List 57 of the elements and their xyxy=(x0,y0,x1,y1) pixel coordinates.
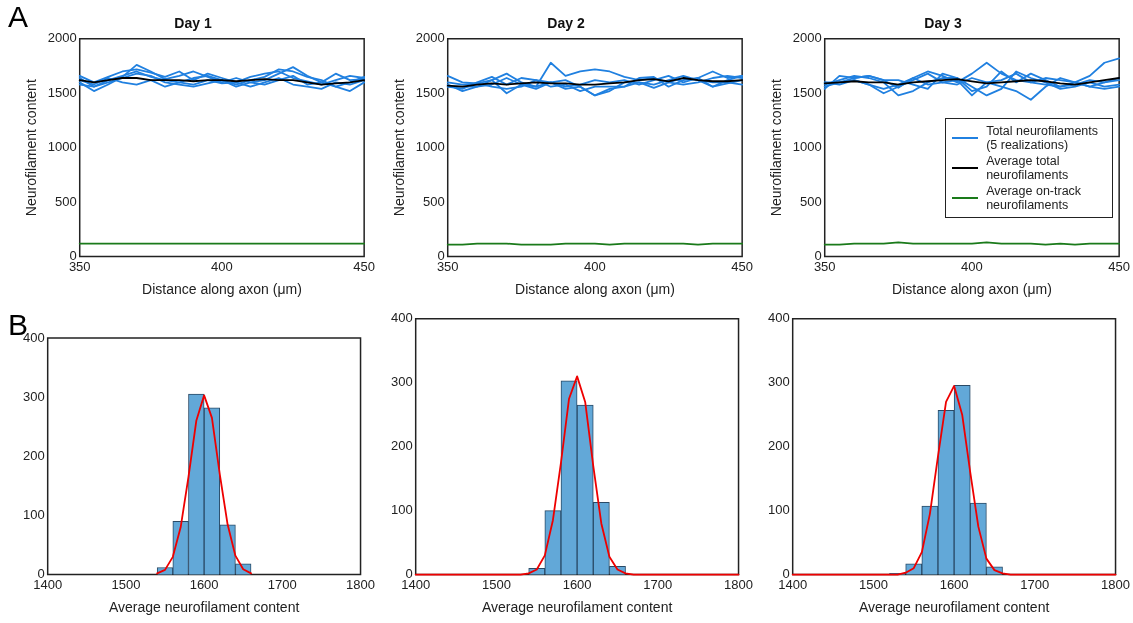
x-tick-label: 400 xyxy=(961,258,983,274)
x-tick-label: 1800 xyxy=(1101,576,1130,592)
y-tick-label: 1500 xyxy=(415,84,445,100)
x-axis-title: Average neurofilament content xyxy=(108,599,300,616)
text: A xyxy=(8,0,29,34)
y-tick-label: 100 xyxy=(767,502,790,518)
y-tick-label: 200 xyxy=(22,447,45,463)
y-tick-label: 1000 xyxy=(47,139,77,155)
x-tick-label: 450 xyxy=(1108,258,1131,274)
x-tick-label: 1800 xyxy=(724,576,753,592)
y-tick-label: 400 xyxy=(390,310,413,326)
y-tick-label: 200 xyxy=(767,438,790,454)
x-tick-label: 1500 xyxy=(858,576,888,592)
x-tick-label: 1500 xyxy=(111,576,141,592)
x-tick-label: 1600 xyxy=(939,576,969,592)
x-axis-title: Distance along axon (μm) xyxy=(892,281,1052,298)
x-tick-label: 1500 xyxy=(481,576,511,592)
x-tick-label: 1700 xyxy=(643,576,673,592)
y-tick-label: 1500 xyxy=(47,84,77,100)
legend-label: Average on-track neurofilaments xyxy=(986,183,1083,212)
x-tick-label: 1700 xyxy=(267,576,297,592)
y-tick-label: 2000 xyxy=(47,30,77,46)
legend-label: Total neurofilaments (5 realizations) xyxy=(986,123,1099,152)
chart-title: Day 2 xyxy=(547,15,585,32)
x-tick-label: 1800 xyxy=(346,576,375,592)
x-axis-title: Distance along axon (μm) xyxy=(515,281,675,298)
y-tick-label: 100 xyxy=(390,502,413,518)
y-tick-label: 300 xyxy=(767,374,790,390)
x-tick-label: 400 xyxy=(584,258,606,274)
x-tick-label: 450 xyxy=(731,258,754,274)
y-tick-label: 500 xyxy=(423,193,445,209)
legend-label: Average total neurofilaments xyxy=(986,153,1070,182)
x-axis-title: Average neurofilament content xyxy=(481,599,673,616)
x-tick-label: 400 xyxy=(211,258,233,274)
x-tick-label: 1700 xyxy=(1020,576,1050,592)
x-tick-label: 1600 xyxy=(562,576,592,592)
y-tick-label: 100 xyxy=(22,507,45,523)
x-tick-label: 450 xyxy=(353,258,376,274)
y-axis-title: Neurofilament content xyxy=(391,79,408,217)
y-tick-label: 1000 xyxy=(792,139,822,155)
y-tick-label: 500 xyxy=(800,193,822,209)
y-tick-label: 1000 xyxy=(415,139,445,155)
y-tick-label: 1500 xyxy=(792,84,822,100)
y-tick-label: 2000 xyxy=(415,30,445,46)
x-axis-title: Average neurofilament content xyxy=(858,599,1050,616)
y-tick-label: 300 xyxy=(22,388,45,404)
y-axis-title: Neurofilament content xyxy=(768,79,785,217)
y-axis-title: Neurofilament content xyxy=(23,79,40,217)
x-axis-title: Distance along axon (μm) xyxy=(142,281,302,298)
y-tick-label: 300 xyxy=(390,374,413,390)
x-tick-label: 1600 xyxy=(189,576,219,592)
y-tick-label: 200 xyxy=(390,438,413,454)
chart-title: Day 1 xyxy=(174,15,212,32)
y-tick-label: 500 xyxy=(55,193,77,209)
y-tick-label: 2000 xyxy=(792,30,822,46)
y-tick-label: 400 xyxy=(767,310,790,326)
chart-title: Day 3 xyxy=(924,15,962,32)
